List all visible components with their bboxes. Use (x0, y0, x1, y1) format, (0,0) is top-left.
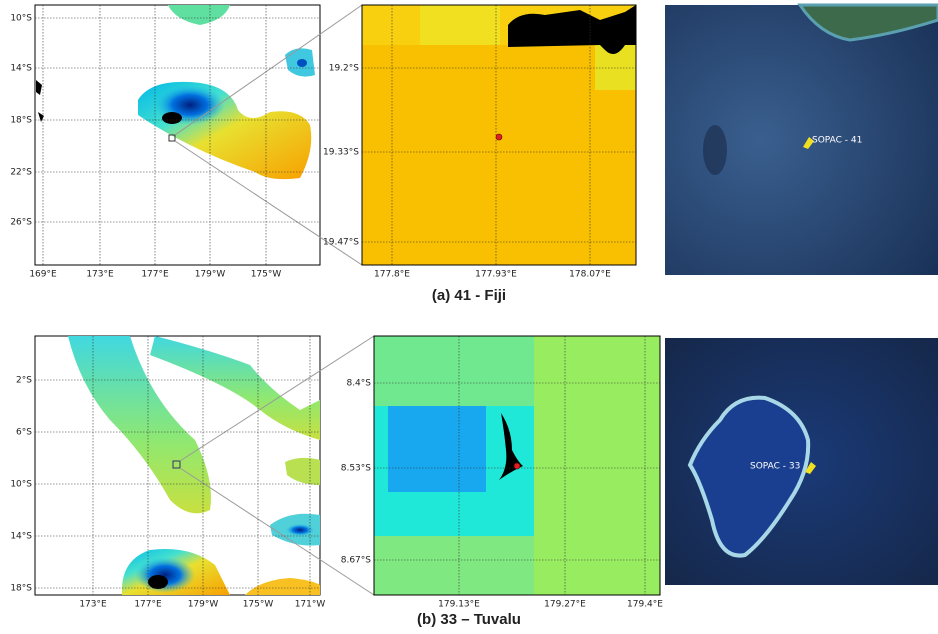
y-tick-label: 14°S (10, 532, 32, 542)
x-tick-label: 179.27°E (544, 600, 586, 610)
cell (420, 5, 500, 45)
figure: 10°S 14°S 18°S 22°S 26°S 169°E 173°E 177°E 179°W… (0, 0, 938, 634)
y-tick-label: 2°S (16, 376, 32, 386)
x-tick-label: 177°E (134, 600, 162, 610)
x-tick-label: 179°W (195, 270, 226, 280)
deep-area (297, 59, 307, 67)
y-tick-label: 19.47°S (323, 238, 359, 248)
y-tick-label: 10°S (10, 14, 32, 24)
zoom-a: 19.2°S 19.33°S 19.47°S 177.8°E 177.93°E 178.0… (323, 5, 636, 280)
x-tick-label: 178.07°E (569, 270, 611, 280)
y-tick-label: 8.4°S (346, 379, 371, 389)
x-tick-label: 173°E (79, 600, 107, 610)
y-tick-label: 8.53°S (341, 464, 372, 474)
y-tick-label: 8.67°S (341, 556, 372, 566)
x-tick-label: 169°E (29, 270, 57, 280)
y-tick-label: 19.33°S (323, 148, 359, 158)
caption: (a) 41 - Fiji (432, 287, 506, 304)
y-tick-label: 26°S (10, 218, 32, 228)
island (162, 112, 182, 124)
x-tick-label: 177°E (141, 270, 169, 280)
marker-label: SOPAC - 41 (812, 136, 862, 146)
x-tick-label: 177.93°E (475, 270, 517, 280)
cell (374, 336, 534, 406)
map-b: 2°S 6°S 10°S 14°S 18°S 173°E 177°E 179°W 175°W 17… (10, 336, 374, 610)
x-tick-label: 175°W (243, 600, 274, 610)
x-tick-label: 179.13°E (438, 600, 480, 610)
x-tick-label: 171°W (295, 600, 326, 610)
y-tick-label: 10°S (10, 480, 32, 490)
x-tick-label: 173°E (86, 270, 114, 280)
y-tick-label: 14°S (10, 64, 32, 74)
island (148, 575, 168, 589)
satellite-a: SOPAC - 41 (665, 5, 938, 275)
y-tick-label: 19.2°S (329, 64, 360, 74)
x-tick-label: 179°W (188, 600, 219, 610)
x-tick-label: 177.8°E (374, 270, 410, 280)
y-tick-label: 6°S (16, 428, 32, 438)
cell (388, 406, 486, 492)
station-marker (514, 463, 520, 469)
deep-area (135, 557, 195, 593)
station-marker (496, 134, 502, 140)
x-tick-label: 179.4°E (627, 600, 663, 610)
zoom-b: 8.4°S 8.53°S 8.67°S 179.13°E 179.27°E 179.4°E (341, 336, 664, 610)
y-tick-label: 18°S (10, 116, 32, 126)
map-a: 10°S 14°S 18°S 22°S 26°S 169°E 173°E 177°E 179°W… (10, 5, 362, 280)
marker-label: SOPAC - 33 (750, 462, 800, 472)
y-tick-label: 18°S (10, 584, 32, 594)
caption: (b) 33 – Tuvalu (417, 611, 521, 628)
satellite-b: SOPAC - 33 (665, 338, 938, 585)
y-tick-label: 22°S (10, 168, 32, 178)
x-tick-label: 175°W (251, 270, 282, 280)
reef-shadow (703, 125, 727, 175)
cell (374, 536, 534, 595)
